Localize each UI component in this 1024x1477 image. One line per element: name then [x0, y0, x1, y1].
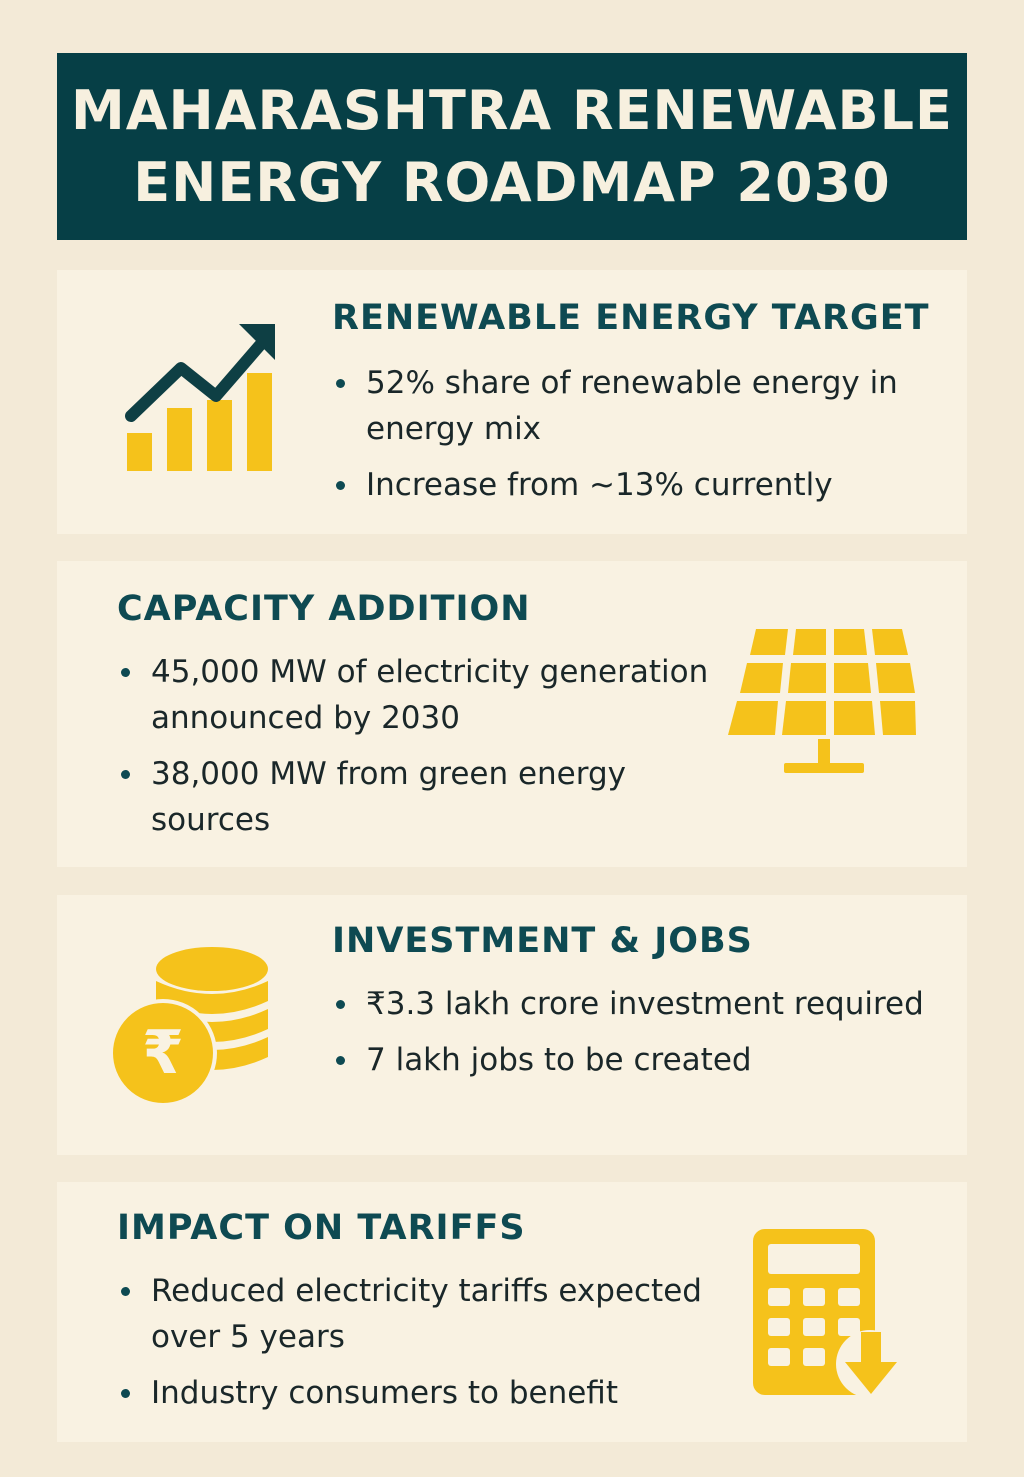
section-capacity-addition: CAPACITY ADDITION 45,000 MW of electrici…	[57, 561, 967, 867]
list-item: 45,000 MW of electricity generation anno…	[117, 649, 737, 741]
growth-chart-icon	[125, 324, 275, 471]
page-title-line-1: MAHARASHTRA RENEWABLE	[71, 78, 953, 142]
list-item: Industry consumers to benefit	[117, 1370, 737, 1416]
section-title: RENEWABLE ENERGY TARGET	[332, 298, 930, 338]
rupee-coins-icon	[109, 947, 268, 1105]
section-title: CAPACITY ADDITION	[117, 589, 531, 629]
bullet-list: ₹3.3 lakh crore investment required 7 la…	[332, 981, 932, 1093]
bullet-list: Reduced electricity tariffs expected ove…	[117, 1268, 737, 1426]
section-title: IMPACT ON TARIFFS	[117, 1208, 526, 1248]
page-header: MAHARASHTRA RENEWABLE ENERGY ROADMAP 203…	[57, 53, 967, 240]
list-item: ₹3.3 lakh crore investment required	[332, 981, 932, 1027]
solar-panel-icon	[728, 629, 916, 773]
page-title-line-2: ENERGY ROADMAP 2030	[133, 150, 891, 214]
calculator-down-icon	[753, 1229, 902, 1398]
list-item: 52% share of renewable energy in energy …	[332, 360, 952, 452]
bullet-list: 52% share of renewable energy in energy …	[332, 360, 952, 518]
section-title: INVESTMENT & JOBS	[332, 921, 753, 961]
list-item: 38,000 MW from green energy sources	[117, 751, 737, 843]
list-item: Increase from ~13% currently	[332, 462, 952, 508]
section-investment-jobs: ₹ INVESTMENT & JOBS ₹3.3 lakh crore inve…	[57, 895, 967, 1155]
bullet-list: 45,000 MW of electricity generation anno…	[117, 649, 737, 853]
list-item: Reduced electricity tariffs expected ove…	[117, 1268, 737, 1360]
section-renewable-target: RENEWABLE ENERGY TARGET 52% share of ren…	[57, 270, 967, 534]
list-item: 7 lakh jobs to be created	[332, 1037, 932, 1083]
rupee-symbol: ₹	[142, 1018, 184, 1088]
section-impact-tariffs: IMPACT ON TARIFFS Reduced electricity ta…	[57, 1182, 967, 1442]
